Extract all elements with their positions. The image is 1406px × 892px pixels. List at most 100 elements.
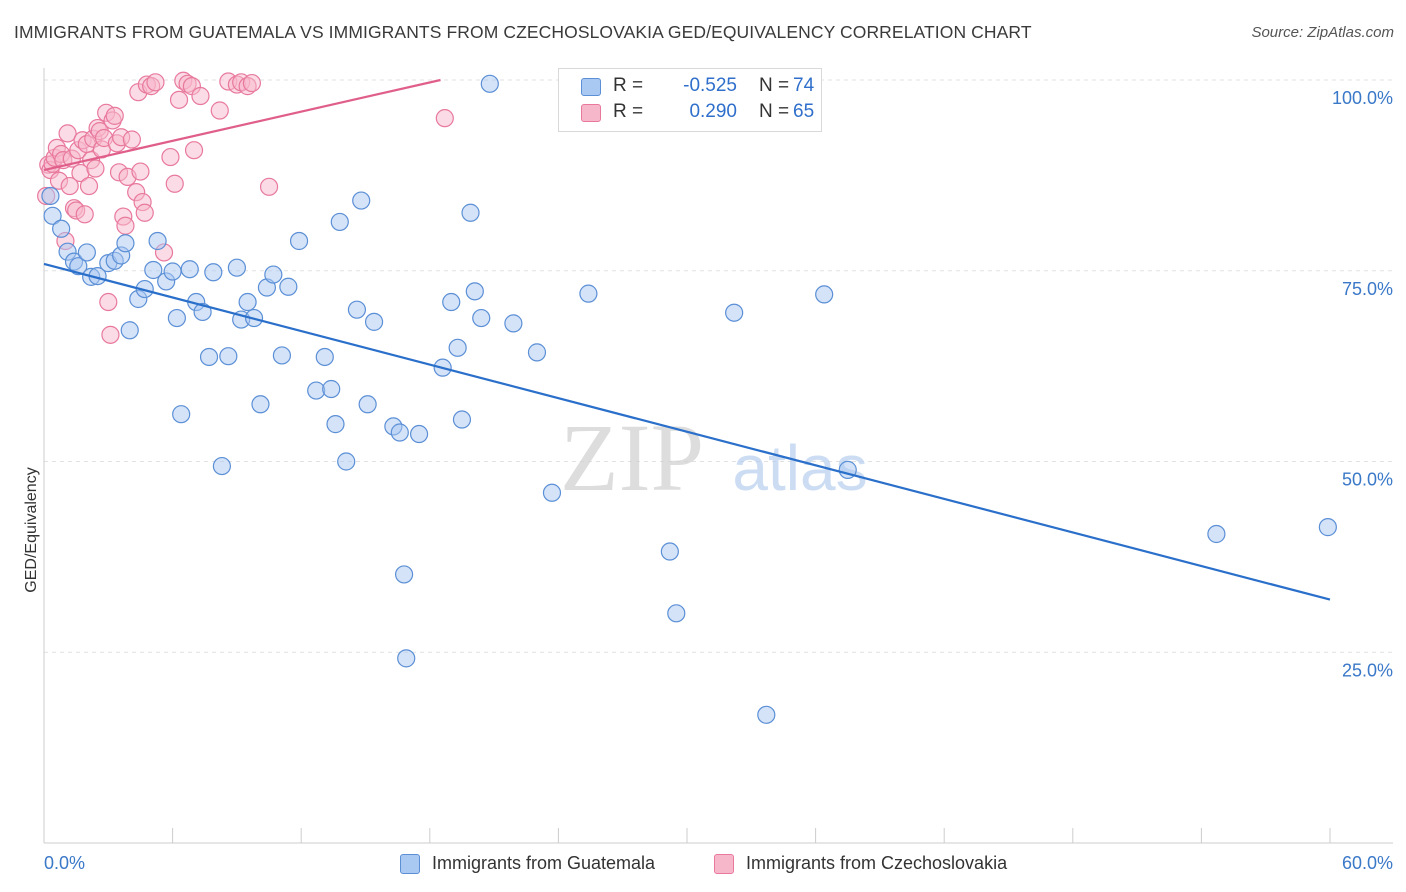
trend-lines: [43, 78, 1331, 601]
legend-n-label: N =: [759, 75, 790, 96]
data-point: [465, 282, 484, 301]
gridlines: [44, 79, 1393, 653]
data-point: [69, 257, 88, 276]
data-point: [212, 456, 231, 476]
data-point: [725, 303, 744, 322]
data-point: [122, 130, 141, 149]
data-point: [199, 347, 219, 367]
data-point: [86, 159, 105, 178]
legend-label-czechoslovakia: Immigrants from Czechoslovakia: [746, 853, 1008, 873]
data-point: [1207, 524, 1226, 544]
data-point: [99, 292, 118, 312]
data-point: [504, 314, 523, 333]
legend-swatch-czechoslovakia: [714, 854, 734, 874]
y-tick-label: 75.0%: [1342, 279, 1393, 299]
data-point: [75, 205, 94, 224]
data-point: [472, 308, 491, 328]
data-point: [210, 101, 229, 120]
data-point: [352, 191, 371, 210]
data-point: [116, 216, 135, 235]
legend-n-value: 65: [793, 101, 815, 122]
data-point: [660, 542, 679, 561]
data-point: [435, 109, 454, 128]
data-point: [131, 162, 150, 181]
data-point: [167, 308, 186, 328]
y-tick-label: 50.0%: [1342, 470, 1393, 490]
data-point: [219, 347, 238, 366]
legend-r-value: 0.290: [689, 101, 737, 122]
data-point: [452, 410, 472, 429]
data-point: [815, 285, 834, 304]
data-point: [289, 231, 309, 251]
legend-label-guatemala: Immigrants from Guatemala: [432, 853, 656, 873]
data-point: [227, 258, 246, 277]
data-point: [480, 74, 499, 93]
data-point: [163, 262, 182, 281]
data-point: [184, 141, 204, 160]
data-point: [527, 343, 547, 362]
data-point: [337, 452, 356, 471]
data-point: [105, 106, 124, 125]
legend-r-label: R =: [613, 75, 644, 96]
chart-title: IMMIGRANTS FROM GUATEMALA VS IMMIGRANTS …: [14, 22, 1032, 42]
data-point: [448, 338, 467, 357]
legend-swatch-guatemala: [581, 78, 601, 96]
y-tick-label: 25.0%: [1342, 660, 1393, 680]
data-point: [204, 263, 223, 282]
tick-labels: 100.0% 75.0% 50.0% 25.0% 0.0% 60.0%: [44, 88, 1393, 873]
data-point: [307, 381, 326, 400]
watermark: ZIP atlas: [560, 404, 868, 511]
data-point: [358, 395, 377, 414]
data-point: [116, 234, 135, 253]
data-point: [165, 174, 184, 193]
data-point: [60, 176, 79, 196]
legend-r-value: -0.525: [683, 75, 737, 96]
data-point: [52, 219, 71, 238]
data-point: [161, 147, 180, 167]
data-point: [461, 203, 480, 222]
legend-swatch-czechoslovakia: [581, 104, 601, 122]
x-tick-label: 0.0%: [44, 853, 85, 873]
data-point: [148, 231, 167, 251]
data-point: [364, 312, 384, 331]
data-point: [77, 243, 96, 262]
data-point: [279, 277, 298, 296]
legend-n-value: 74: [793, 75, 815, 96]
data-point: [326, 415, 345, 434]
source-label: Source: ZipAtlas.com: [1251, 24, 1394, 41]
series-guatemala-points: [41, 74, 1337, 724]
data-point: [238, 292, 257, 312]
data-point: [667, 604, 686, 623]
data-point: [193, 302, 212, 322]
data-point: [259, 177, 279, 196]
data-point: [120, 321, 139, 340]
legend-swatch-guatemala: [400, 854, 420, 874]
data-point: [144, 260, 163, 280]
data-point: [43, 206, 62, 225]
data-point: [322, 379, 341, 399]
data-point: [542, 483, 562, 502]
data-point: [169, 90, 189, 109]
data-point: [191, 86, 210, 106]
data-point: [251, 395, 270, 414]
data-point: [135, 203, 154, 222]
data-point: [394, 565, 414, 584]
data-point: [397, 649, 416, 668]
axes: [43, 68, 1393, 844]
data-point: [242, 73, 262, 93]
legend-n-label: N =: [759, 101, 790, 122]
series-legend: Immigrants from Guatemala Immigrants fro…: [0, 852, 1406, 878]
x-tick-label: 60.0%: [1342, 853, 1393, 873]
data-point: [330, 212, 349, 232]
data-point: [58, 124, 77, 143]
data-point: [390, 423, 409, 442]
data-point: [101, 325, 120, 344]
legend-r-label: R =: [613, 101, 644, 122]
trend-line-czechoslovakia: [43, 78, 441, 172]
data-point: [757, 705, 776, 724]
data-point: [41, 186, 60, 206]
data-point: [272, 346, 292, 365]
data-point: [264, 265, 283, 284]
data-point: [315, 347, 334, 367]
